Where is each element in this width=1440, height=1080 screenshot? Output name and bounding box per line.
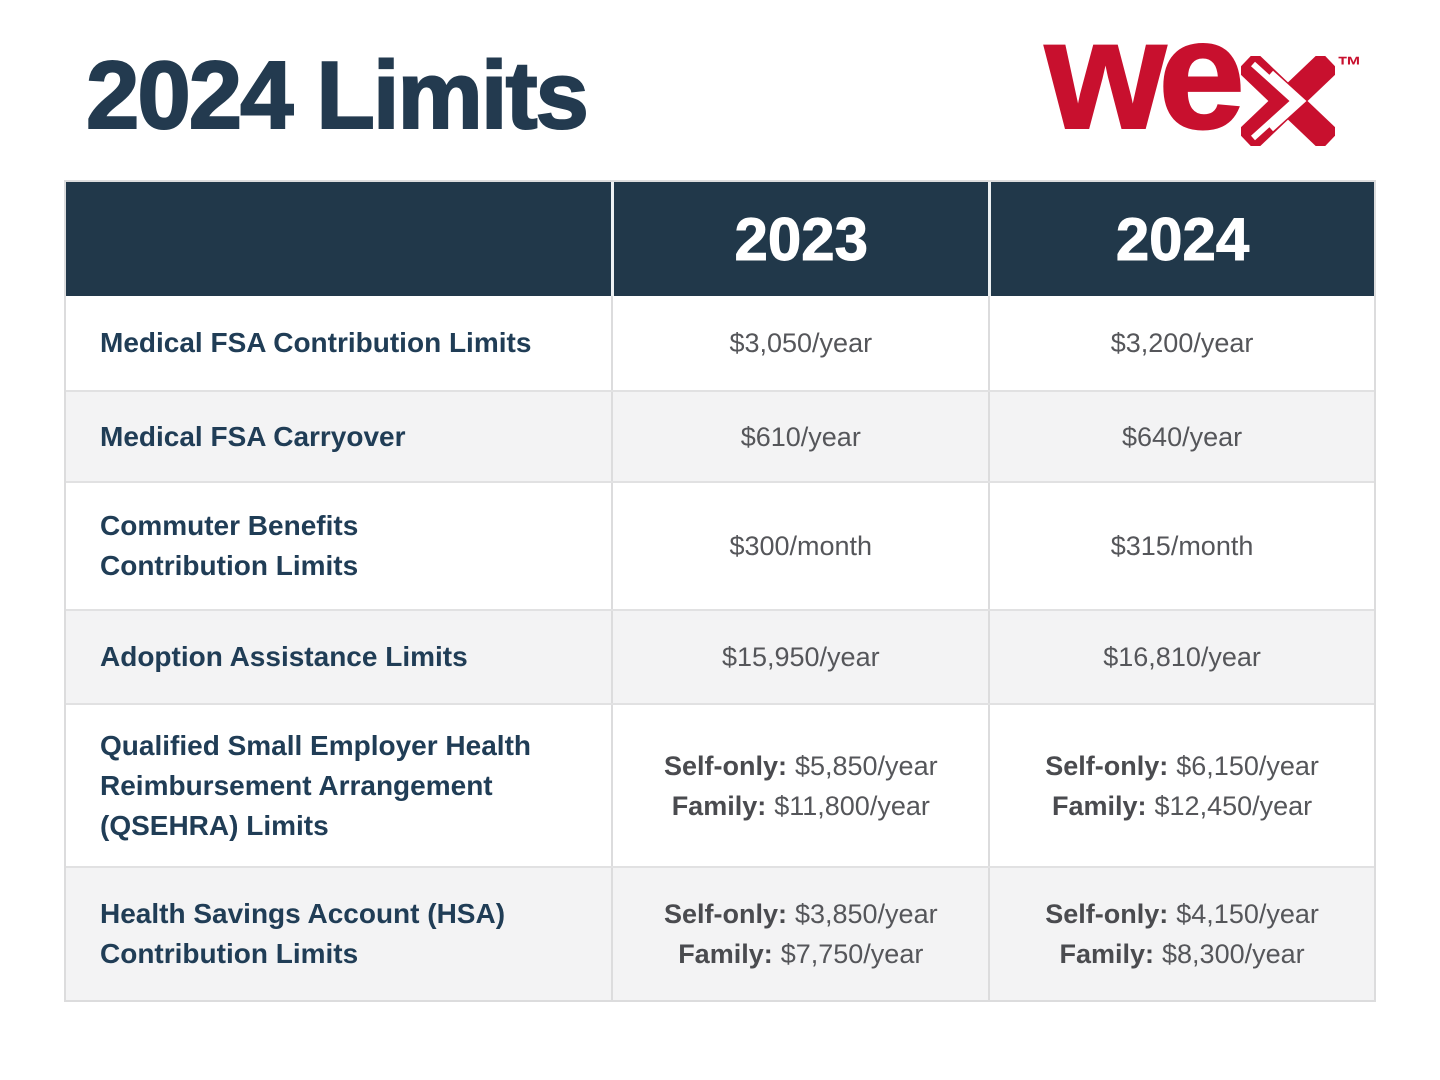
- table-row-medical-fsa-carryover: Medical FSA Carryover $610/year $640/yea…: [66, 390, 1374, 481]
- row-label: Medical FSA Carryover: [100, 420, 406, 452]
- value-line-self-only: Self-only: $5,850/year: [663, 750, 938, 781]
- value-line-self-only: Self-only: $4,150/year: [1045, 899, 1319, 929]
- value-2024: Self-only: $4,150/year Family: $8,300/year: [988, 868, 1374, 1000]
- row-label: Health Savings Account (HSA) Contributio…: [100, 898, 506, 969]
- table-row-hsa: Health Savings Account (HSA) Contributio…: [66, 866, 1374, 1000]
- table-row-medical-fsa-contribution: Medical FSA Contribution Limits $3,050/y…: [66, 296, 1374, 390]
- value-2024: $3,200/year: [988, 296, 1374, 390]
- page-title: 2024 Limits: [85, 42, 590, 149]
- value-line-family: Family: $7,750/year: [678, 939, 924, 969]
- row-label: Adoption Assistance Limits: [100, 641, 468, 672]
- value-2024: $16,810/year: [988, 611, 1374, 703]
- value-2023: Self-only: $3,850/year Family: $7,750/year: [611, 868, 988, 1000]
- row-label: Commuter Benefits Contribution Limits: [100, 510, 359, 581]
- value-line-self-only: Self-only: $6,150/year: [1045, 750, 1319, 781]
- value-line-family: Family: $11,800/year: [671, 790, 930, 821]
- wex-logo: we ™: [1044, 0, 1362, 154]
- table-row-commuter-benefits: Commuter Benefits Contribution Limits $3…: [66, 481, 1374, 609]
- header-cell-2024: 2024: [988, 182, 1374, 296]
- table-body: Medical FSA Contribution Limits $3,050/y…: [66, 296, 1374, 1000]
- limits-table: 2023 2024 Medical FSA Contribution Limit…: [64, 180, 1376, 1002]
- value-2024: $640/year: [988, 392, 1374, 481]
- table-row-qsehra: Qualified Small Employer Health Reimburs…: [66, 703, 1374, 866]
- header-cell-empty: [66, 182, 611, 296]
- table-header-row: 2023 2024: [66, 182, 1374, 296]
- row-label: Qualified Small Employer Health Reimburs…: [100, 729, 532, 841]
- value-line-family: Family: $8,300/year: [1059, 939, 1305, 969]
- value-2023: Self-only: $5,850/year Family: $11,800/yea…: [611, 705, 988, 866]
- value-2024: Self-only: $6,150/year Family: $12,450/yea…: [988, 705, 1374, 866]
- value-2023: $300/month: [611, 483, 988, 609]
- value-line-self-only: Self-only: $3,850/year: [663, 899, 938, 929]
- trademark-symbol: ™: [1337, 52, 1362, 80]
- value-2024: $315/month: [988, 483, 1374, 609]
- value-line-family: Family: $12,450/year: [1051, 790, 1313, 821]
- value-2023: $3,050/year: [611, 296, 988, 390]
- wex-logo-x-icon: [1241, 56, 1335, 146]
- wex-logo-text: we: [1044, 0, 1246, 162]
- value-2023: $15,950/year: [611, 611, 988, 703]
- table-row-adoption-assistance: Adoption Assistance Limits $15,950/year …: [66, 609, 1374, 703]
- row-label: Medical FSA Contribution Limits: [100, 327, 532, 358]
- header-cell-2023: 2023: [611, 182, 988, 296]
- value-2023: $610/year: [611, 392, 988, 481]
